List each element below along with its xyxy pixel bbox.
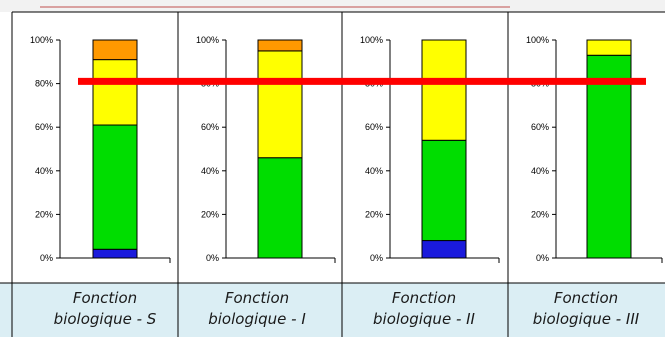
y-tick-label: 0% xyxy=(536,253,549,263)
y-tick-label: 80% xyxy=(35,79,53,89)
category-label: Fonction xyxy=(73,289,137,307)
y-tick-label: 60% xyxy=(531,122,549,132)
bar-segment xyxy=(421,139,467,242)
category-label: biologique - II xyxy=(373,310,476,328)
y-tick-label: 40% xyxy=(531,166,549,176)
chart-panel: 0% 20% 40% 60% 80% 100% Fonction biologique - S xyxy=(30,35,171,328)
cell-borders xyxy=(0,11,665,337)
bar-segment xyxy=(257,39,303,52)
y-tick-label: 20% xyxy=(531,209,549,219)
y-tick-label: 20% xyxy=(365,209,383,219)
y-tick-label: 60% xyxy=(201,122,219,132)
category-label: Fonction xyxy=(225,289,289,307)
caption-row-background xyxy=(0,283,665,337)
bar-segment xyxy=(92,59,138,126)
category-label: biologique - I xyxy=(208,310,306,328)
y-tick-label: 0% xyxy=(206,253,219,263)
bar-segment xyxy=(257,157,303,259)
top-band xyxy=(0,0,665,12)
y-tick-label: 0% xyxy=(40,253,53,263)
y-tick-label: 20% xyxy=(201,209,219,219)
y-tick-label: 0% xyxy=(370,253,383,263)
bar-segment xyxy=(257,50,303,159)
y-tick-label: 100% xyxy=(30,35,53,45)
category-label: Fonction xyxy=(392,289,456,307)
y-tick-label: 40% xyxy=(201,166,219,176)
category-label: biologique - S xyxy=(54,310,157,328)
y-tick-label: 100% xyxy=(360,35,383,45)
bar-segment xyxy=(421,240,467,259)
bar-segment xyxy=(92,39,138,61)
y-tick-label: 60% xyxy=(365,122,383,132)
chart-panels: 0% 20% 40% 60% 80% 100% Fonction biologique - S… xyxy=(30,35,663,328)
y-tick-label: 40% xyxy=(35,166,53,176)
bar-segment xyxy=(92,124,138,250)
bar-segment xyxy=(421,39,467,141)
bar-segment xyxy=(586,39,632,56)
y-tick-label: 60% xyxy=(35,122,53,132)
category-label: Fonction xyxy=(554,289,618,307)
bar-segment xyxy=(586,54,632,259)
y-tick-label: 100% xyxy=(526,35,549,45)
category-label: biologique - III xyxy=(533,310,640,328)
y-tick-label: 40% xyxy=(365,166,383,176)
y-tick-label: 20% xyxy=(35,209,53,219)
bar-segment xyxy=(92,248,138,259)
y-tick-label: 100% xyxy=(196,35,219,45)
